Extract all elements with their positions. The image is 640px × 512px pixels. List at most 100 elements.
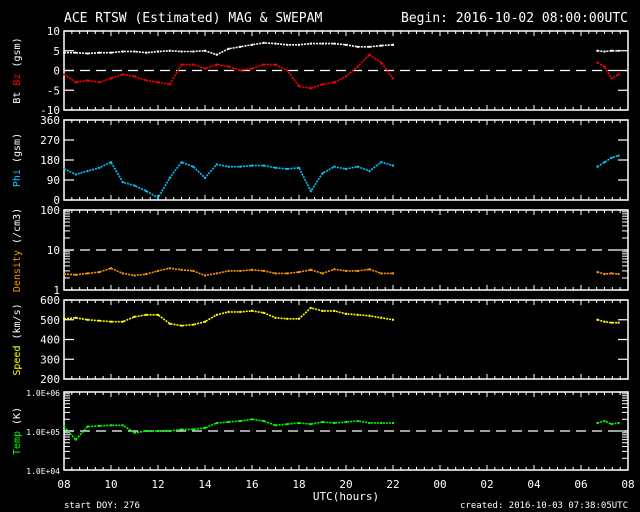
data-point-density xyxy=(286,272,289,275)
data-point-density xyxy=(168,267,171,270)
data-point-temp xyxy=(157,430,159,432)
data-point-phi xyxy=(610,156,613,159)
data-point-phi xyxy=(309,190,312,193)
data-point-phi xyxy=(321,172,324,175)
data-point-bt xyxy=(262,41,265,44)
data-point-phi xyxy=(98,166,101,169)
data-point-temp xyxy=(617,422,620,425)
data-point-bz xyxy=(157,81,159,84)
data-point-speed xyxy=(63,317,65,320)
data-point-temp xyxy=(392,422,394,425)
data-point-phi xyxy=(368,170,371,173)
y-axis-label-part: (gsm) xyxy=(12,133,23,169)
data-point-bz xyxy=(333,81,336,84)
y-axis-label-part: (/cm3) xyxy=(12,208,23,250)
data-point-bz xyxy=(321,83,324,86)
data-point-phi xyxy=(133,184,136,187)
y-tick-label: 1.0E+04 xyxy=(26,467,60,476)
data-point-temp xyxy=(321,421,324,424)
data-point-speed xyxy=(356,313,359,316)
y-tick-label: 10 xyxy=(47,244,60,257)
data-point-speed xyxy=(380,316,383,319)
data-point-density xyxy=(86,272,89,275)
data-point-bz xyxy=(133,75,136,78)
series-temp-line xyxy=(63,418,393,441)
y-axis-label-part: (gsm) xyxy=(12,37,23,73)
data-point-density xyxy=(610,272,613,275)
panel-3: 100 10 1 Density (/cm3) xyxy=(12,204,629,297)
data-point-phi xyxy=(215,163,218,166)
data-point-bt xyxy=(251,43,253,46)
data-point-temp xyxy=(63,425,65,428)
data-point-phi xyxy=(157,196,159,199)
y-axis-label-part: Density xyxy=(12,250,23,292)
data-point-phi xyxy=(192,165,195,168)
y-axis-label: Temp (K) xyxy=(12,407,23,455)
y-axis-label-part: (km/s) xyxy=(12,303,23,345)
x-tick-label: 02 xyxy=(480,478,493,491)
y-tick-label: 0 xyxy=(53,65,60,78)
data-point-speed xyxy=(121,320,124,323)
data-point-phi xyxy=(603,161,606,164)
y-tick-label: 180 xyxy=(40,154,60,167)
data-point-temp xyxy=(204,426,206,429)
series-speed-line xyxy=(597,319,619,324)
data-point-phi xyxy=(617,154,620,157)
x-tick-label: 04 xyxy=(527,478,541,491)
data-point-bz xyxy=(98,81,101,84)
data-point-density xyxy=(145,273,148,276)
data-point-phi xyxy=(596,165,599,168)
data-point-density xyxy=(298,271,300,274)
data-point-bt xyxy=(345,43,347,46)
data-point-bz xyxy=(603,65,606,68)
data-point-bt xyxy=(596,49,599,52)
x-tick-label: 22 xyxy=(386,478,399,491)
data-point-bt xyxy=(157,50,159,53)
data-point-phi xyxy=(180,161,183,164)
data-point-temp xyxy=(262,420,265,423)
data-point-bz xyxy=(86,79,89,82)
y-tick-label: 360 xyxy=(40,114,60,127)
data-point-density xyxy=(603,273,606,276)
data-point-phi xyxy=(380,161,383,164)
y-tick-label: 0 xyxy=(53,194,60,207)
data-point-bz xyxy=(274,63,277,66)
data-point-temp xyxy=(168,430,171,432)
data-point-phi xyxy=(121,181,124,184)
data-point-bz xyxy=(610,77,613,80)
data-point-phi xyxy=(168,176,171,179)
data-point-bz xyxy=(309,87,312,90)
data-point-bz xyxy=(227,65,230,68)
data-point-bt xyxy=(145,51,148,54)
data-point-speed xyxy=(168,322,171,325)
y-tick-label: 90 xyxy=(47,174,60,187)
data-point-bz xyxy=(262,63,265,66)
data-point-bt xyxy=(204,49,206,52)
data-point-bz xyxy=(251,67,253,70)
y-tick-label: 200 xyxy=(40,373,60,386)
data-point-speed xyxy=(180,324,183,327)
data-point-bt xyxy=(333,42,336,45)
data-point-density xyxy=(157,269,159,272)
y-axis-label: Density (/cm3) xyxy=(12,208,23,292)
data-point-temp xyxy=(133,431,136,434)
data-point-bz xyxy=(345,75,347,78)
data-point-bz xyxy=(215,63,218,66)
series-bz-line xyxy=(63,53,394,90)
data-point-bt xyxy=(86,52,89,55)
y-tick-label: 10 xyxy=(47,25,60,38)
data-point-temp xyxy=(610,423,613,426)
data-point-speed xyxy=(74,316,77,319)
y-tick-label: 300 xyxy=(40,353,60,366)
panel-4: 600 500 400 300 200 Speed (km/s) xyxy=(12,294,629,386)
data-point-phi xyxy=(345,167,347,170)
data-point-bt xyxy=(215,53,218,56)
panel-frame xyxy=(63,299,629,380)
data-point-density xyxy=(345,269,347,272)
data-point-speed xyxy=(298,317,300,320)
data-point-speed xyxy=(610,321,613,324)
data-point-temp xyxy=(110,424,112,427)
data-point-speed xyxy=(333,309,336,312)
series-bt-line xyxy=(597,49,619,53)
